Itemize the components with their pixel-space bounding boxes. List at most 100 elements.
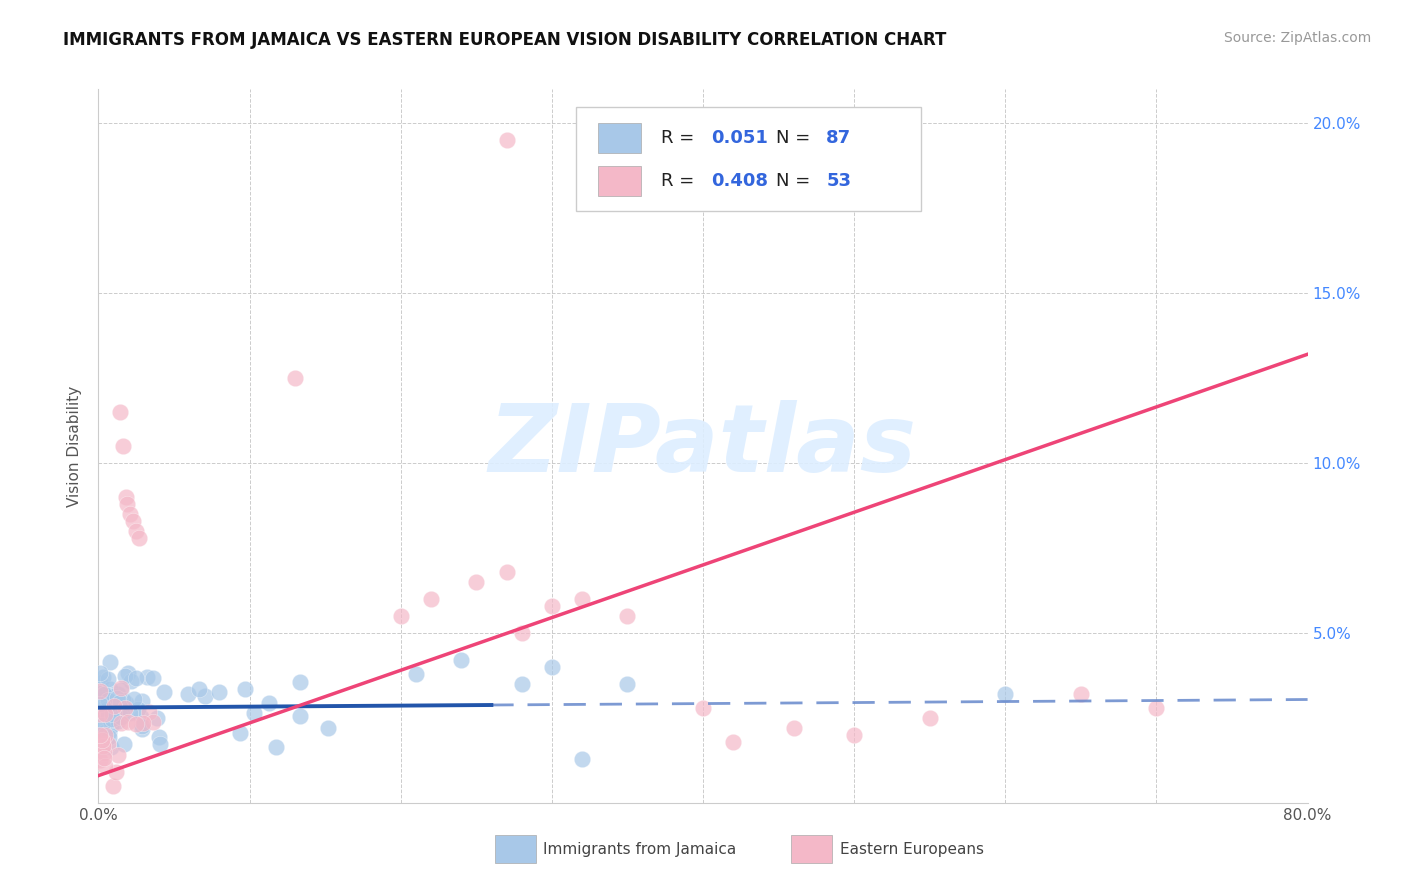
Point [91, 739, 114, 754]
Point [110, 682, 132, 697]
Point [122, 514, 145, 528]
Text: R =: R = [661, 171, 700, 189]
Point [510, 677, 533, 691]
Point [97, 703, 120, 717]
Point [115, 497, 138, 511]
Point [994, 687, 1017, 701]
Point [194, 689, 217, 703]
Point [93, 751, 115, 765]
Point [132, 715, 155, 730]
Point [98, 682, 121, 697]
Point [125, 671, 148, 685]
Point [93, 708, 115, 723]
Text: N =: N = [776, 128, 815, 146]
Point [101, 779, 124, 793]
Point [288, 708, 311, 723]
Text: Source: ZipAtlas.com: Source: ZipAtlas.com [1223, 31, 1371, 45]
Point [103, 690, 125, 704]
Point [131, 722, 153, 736]
Point [692, 700, 714, 714]
Point [208, 685, 231, 699]
Point [1070, 687, 1092, 701]
Point [1144, 700, 1167, 714]
Text: 53: 53 [827, 171, 852, 189]
Point [98, 701, 121, 715]
Point [89, 665, 111, 680]
Point [89, 719, 111, 733]
Point [420, 591, 443, 606]
Point [540, 599, 562, 613]
Point [540, 660, 562, 674]
Point [110, 681, 132, 695]
Point [89, 698, 111, 712]
Point [115, 696, 138, 710]
FancyBboxPatch shape [598, 166, 641, 195]
Point [94, 728, 117, 742]
Point [187, 681, 209, 696]
Point [114, 490, 136, 504]
Point [100, 739, 122, 754]
Point [101, 706, 124, 721]
Point [110, 710, 132, 724]
Point [96, 702, 118, 716]
Point [125, 524, 148, 538]
Point [131, 694, 153, 708]
Point [96, 708, 118, 723]
Point [264, 740, 287, 755]
Point [723, 734, 745, 748]
Point [918, 711, 941, 725]
Point [89, 706, 111, 721]
Point [117, 665, 139, 680]
Point [101, 705, 124, 719]
Point [100, 702, 122, 716]
Text: Immigrants from Jamaica: Immigrants from Jamaica [543, 842, 737, 856]
Point [96, 706, 118, 721]
Point [107, 714, 129, 729]
Point [510, 626, 533, 640]
Point [91, 670, 114, 684]
Point [405, 666, 427, 681]
Point [97, 672, 120, 686]
Point [100, 719, 122, 733]
Point [91, 692, 114, 706]
Point [127, 702, 149, 716]
Point [97, 692, 120, 706]
Point [122, 691, 145, 706]
Point [108, 703, 131, 717]
Point [142, 671, 165, 685]
Text: R =: R = [661, 128, 700, 146]
Point [128, 531, 150, 545]
Point [98, 724, 121, 739]
Point [228, 725, 250, 739]
Point [125, 717, 148, 731]
Point [91, 733, 114, 747]
Point [138, 705, 160, 719]
Point [96, 702, 118, 716]
Point [389, 608, 412, 623]
Text: N =: N = [776, 171, 815, 189]
Point [616, 608, 638, 623]
Point [105, 690, 128, 705]
Point [91, 718, 114, 732]
Point [242, 706, 264, 721]
Point [101, 690, 124, 705]
Point [142, 715, 165, 730]
Point [110, 716, 132, 731]
Point [284, 371, 307, 385]
Point [114, 700, 136, 714]
Point [89, 683, 111, 698]
Point [103, 698, 125, 713]
Point [89, 728, 111, 742]
Point [111, 439, 134, 453]
Point [91, 737, 114, 751]
Point [89, 707, 111, 722]
Point [117, 714, 139, 729]
Point [108, 694, 131, 708]
FancyBboxPatch shape [792, 835, 832, 863]
Point [616, 677, 638, 691]
Point [149, 738, 172, 752]
Point [93, 687, 115, 701]
Point [112, 737, 135, 751]
Point [111, 706, 134, 721]
Point [450, 653, 472, 667]
